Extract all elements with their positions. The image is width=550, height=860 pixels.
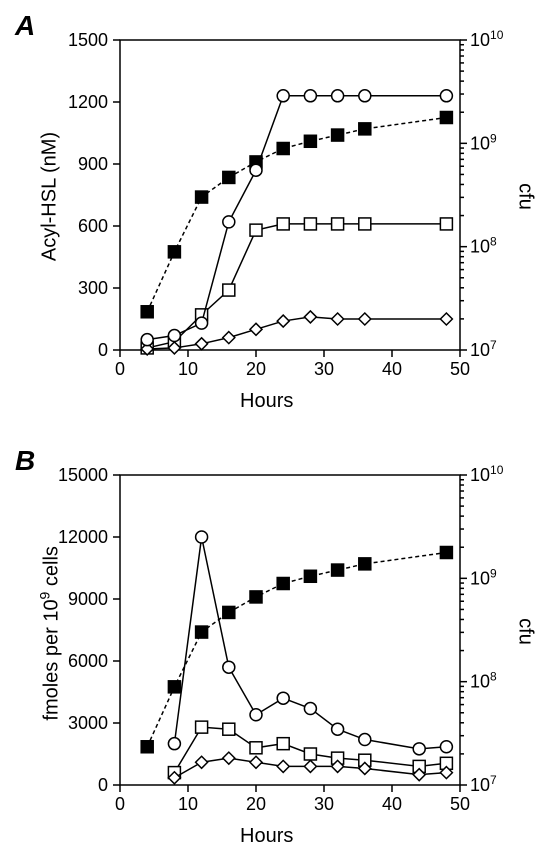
svg-text:10: 10 [178,794,198,814]
svg-text:20: 20 [246,359,266,379]
svg-text:300: 300 [78,278,108,298]
svg-text:108: 108 [470,235,497,257]
panel-a-label: A [15,10,35,42]
svg-text:107: 107 [470,338,497,360]
panel-a-svg: 0 10 20 30 40 50 0 300 600 900 1200 1500 107 108 109 10… [0,0,550,420]
svg-text:600: 600 [78,216,108,236]
panel-a-x-label: Hours [240,390,293,413]
svg-text:20: 20 [246,794,266,814]
panel-b-label: B [15,445,35,477]
svg-text:10: 10 [178,359,198,379]
panel-a: A Acyl-HSL (nM) cfu Hours 0 10 20 30 40 50 0 30… [0,0,550,420]
svg-text:900: 900 [78,154,108,174]
svg-text:1010: 1010 [470,28,504,50]
panel-a-y-right-label: cfu [514,177,537,217]
panel-b: B fmoles per 109 cells cfu Hours 0 10 20 30… [0,435,550,855]
svg-text:0: 0 [115,794,125,814]
svg-text:30: 30 [314,359,334,379]
svg-text:1500: 1500 [68,30,108,50]
panel-a-y-left-label: Acyl-HSL (nM) [39,117,62,277]
svg-text:0: 0 [115,359,125,379]
svg-text:0: 0 [98,340,108,360]
svg-text:108: 108 [470,670,497,692]
svg-text:9000: 9000 [68,589,108,609]
svg-text:12000: 12000 [58,527,108,547]
svg-text:6000: 6000 [68,651,108,671]
svg-text:50: 50 [450,794,470,814]
panel-b-svg: 0 10 20 30 40 50 0 3000 6000 9000 12000 15000 107 108… [0,435,550,855]
svg-text:3000: 3000 [68,713,108,733]
panel-b-x-label: Hours [240,825,293,848]
svg-text:40: 40 [382,794,402,814]
figure-container: A Acyl-HSL (nM) cfu Hours 0 10 20 30 40 50 0 30… [0,0,550,857]
svg-text:15000: 15000 [58,465,108,485]
svg-text:107: 107 [470,773,497,795]
svg-text:0: 0 [98,775,108,795]
svg-text:1200: 1200 [68,92,108,112]
panel-b-y-right-label: cfu [514,612,537,652]
svg-text:109: 109 [470,566,497,588]
svg-text:30: 30 [314,794,334,814]
svg-text:40: 40 [382,359,402,379]
svg-text:50: 50 [450,359,470,379]
svg-text:109: 109 [470,131,497,153]
svg-text:1010: 1010 [470,463,504,485]
panel-b-y-left-label: fmoles per 109 cells [37,533,64,733]
